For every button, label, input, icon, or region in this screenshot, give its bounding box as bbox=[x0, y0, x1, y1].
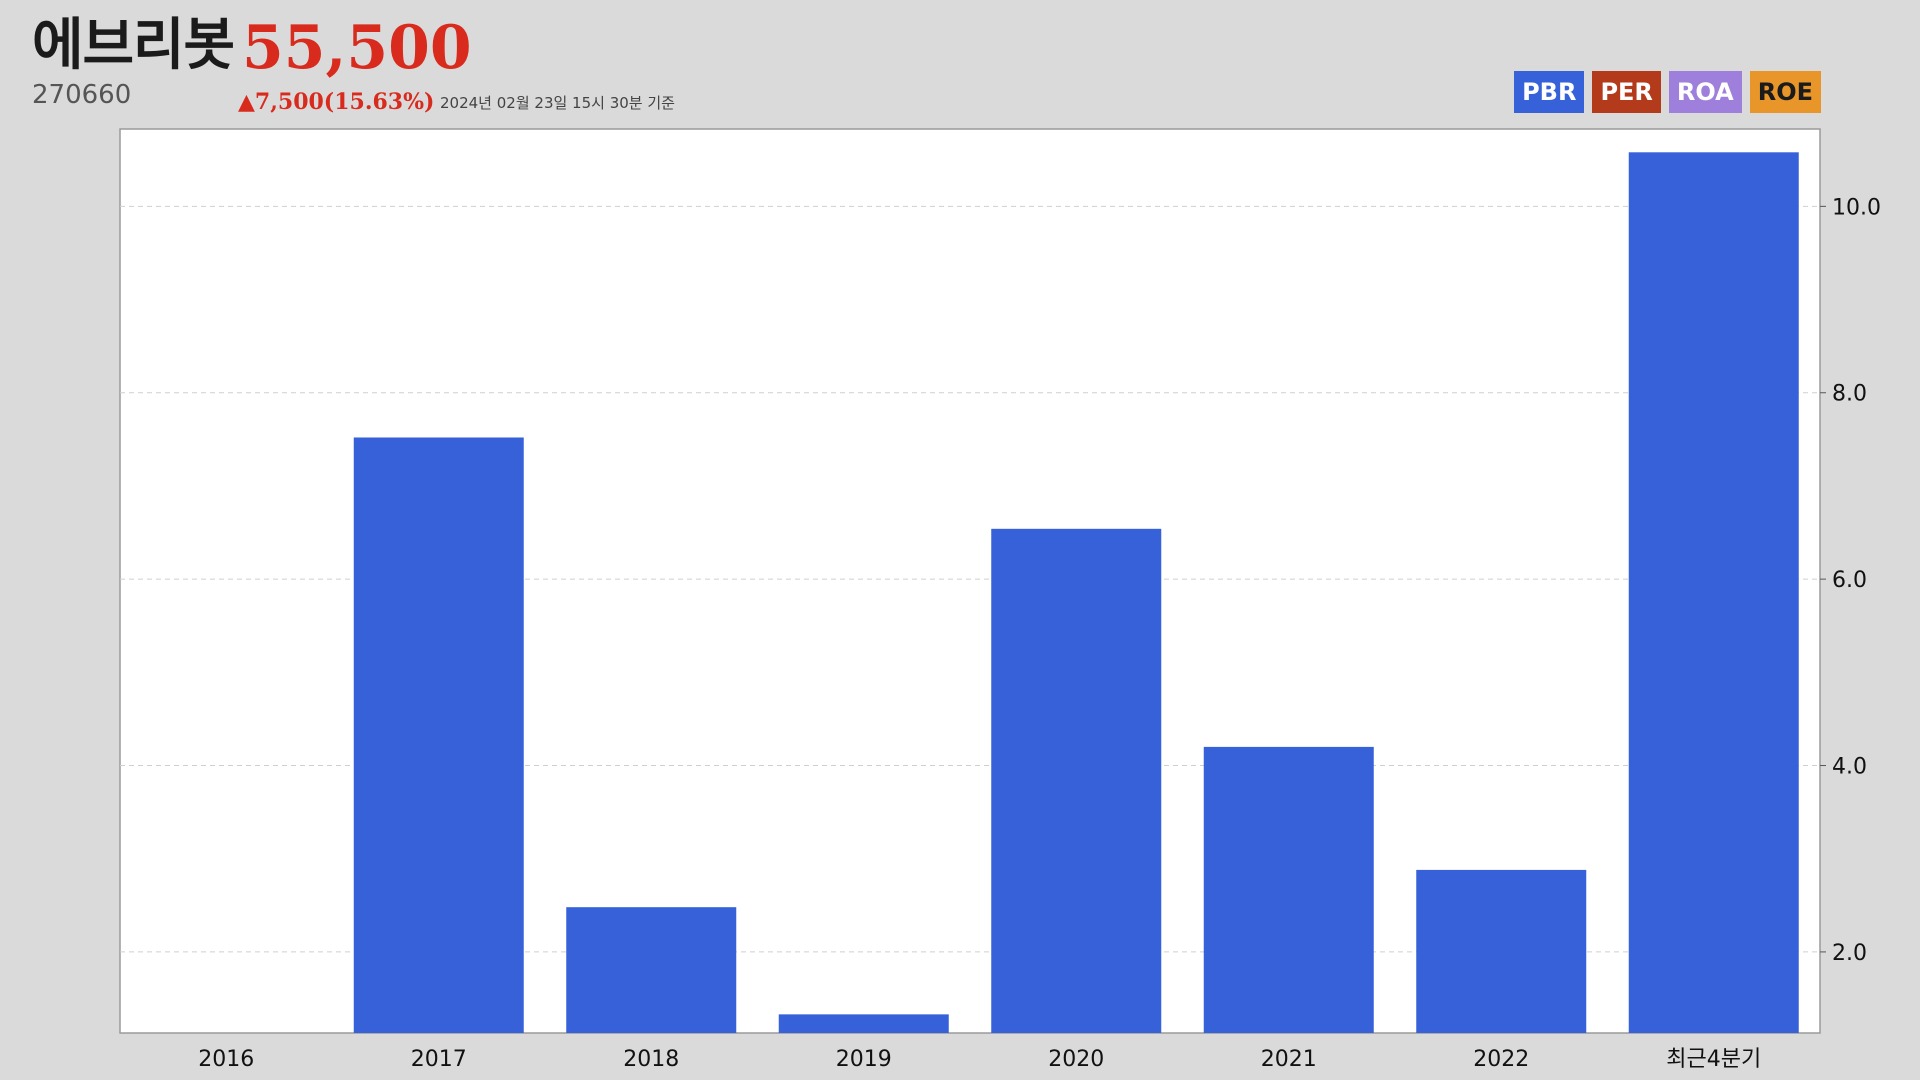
stock-code: 270660 bbox=[32, 80, 132, 110]
bar-2021[interactable] bbox=[1203, 746, 1374, 1033]
company-name: 에브리봇 bbox=[32, 13, 235, 78]
bar-2019[interactable] bbox=[778, 1014, 949, 1033]
x-tick-label: 2021 bbox=[1261, 1047, 1317, 1072]
basis-timestamp: 2024년 02월 23일 15시 30분 기준 bbox=[440, 94, 675, 112]
legend-roe-button[interactable]: ROE bbox=[1749, 71, 1821, 113]
x-tick-label: 최근4분기 bbox=[1666, 1047, 1761, 1072]
legend-pbr-button[interactable]: PBR bbox=[1514, 71, 1585, 113]
y-axis-ticks: 2.0 4.0 6.0 8.0 10.0 bbox=[1820, 195, 1881, 966]
bar-2017[interactable] bbox=[353, 437, 524, 1033]
x-tick-label: 2022 bbox=[1473, 1047, 1529, 1072]
y-tick-label: 2.0 bbox=[1832, 941, 1867, 966]
bars bbox=[353, 152, 1799, 1034]
y-tick-label: 4.0 bbox=[1832, 755, 1867, 780]
bar-2018[interactable] bbox=[566, 907, 737, 1033]
x-tick-label: 2020 bbox=[1048, 1047, 1104, 1072]
x-axis-ticks: 2016 2017 2018 2019 2020 2021 2022 최근4분기 bbox=[198, 1047, 1761, 1072]
y-tick-label: 6.0 bbox=[1832, 568, 1867, 593]
x-tick-label: 2017 bbox=[411, 1047, 467, 1072]
bar-최근4분기[interactable] bbox=[1628, 152, 1799, 1034]
legend-roa-button[interactable]: ROA bbox=[1668, 71, 1742, 113]
price-change: ▲7,500(15.63%) bbox=[238, 89, 435, 115]
x-tick-label: 2019 bbox=[836, 1047, 892, 1072]
legend-per-button[interactable]: PER bbox=[1592, 71, 1661, 113]
y-tick-label: 10.0 bbox=[1832, 195, 1881, 220]
x-tick-label: 2016 bbox=[198, 1047, 254, 1072]
metric-legend: PBR PER ROA ROE bbox=[1514, 71, 1821, 113]
bar-2020[interactable] bbox=[991, 528, 1162, 1033]
x-tick-label: 2018 bbox=[623, 1047, 679, 1072]
current-price: 55,500 bbox=[242, 13, 472, 83]
bar-2022[interactable] bbox=[1416, 869, 1587, 1033]
y-tick-label: 8.0 bbox=[1832, 382, 1867, 407]
